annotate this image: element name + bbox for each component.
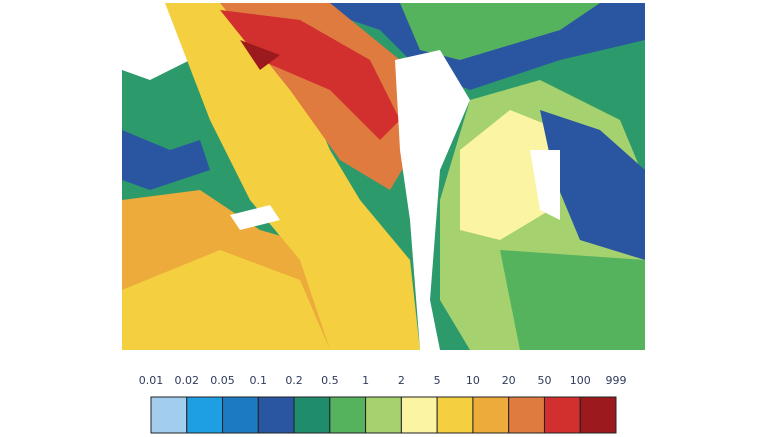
colorbar-label: 0.02 (175, 374, 200, 387)
colorbar-box (436, 396, 474, 434)
colorbar: 0.01 0.02 0.05 0.1 0.2 0.5 1 2 5 10 20 50 100 999 (139, 374, 627, 434)
colorbar-label: 0.5 (321, 374, 339, 387)
colorbar-label: 2 (398, 374, 405, 387)
colorbar-box (543, 396, 581, 434)
colorbar-box (186, 396, 224, 434)
colorbar-box (472, 396, 510, 434)
colorbar-box (365, 396, 402, 434)
colorbar-label: 5 (434, 374, 441, 387)
colorbar-label: 100 (570, 374, 591, 387)
colorbar-label: 0.1 (250, 374, 268, 387)
colorbar-box (508, 396, 545, 434)
map (122, 3, 645, 350)
colorbar-box (329, 396, 367, 434)
colorbar-box (400, 396, 438, 434)
colorbar-label: 0.01 (139, 374, 164, 387)
colorbar-box (293, 396, 331, 434)
colorbar-label: 10 (466, 374, 480, 387)
colorbar-label: 1 (362, 374, 369, 387)
colorbar-box (222, 396, 259, 434)
colorbar-label: 0.05 (210, 374, 235, 387)
colorbar-box (150, 396, 188, 434)
colorbar-label: 0.2 (285, 374, 303, 387)
colorbar-label: 50 (537, 374, 551, 387)
colorbar-box (579, 396, 617, 434)
colorbar-box (257, 396, 295, 434)
colorbar-label: 999 (606, 374, 627, 387)
colorbar-label: 20 (502, 374, 516, 387)
